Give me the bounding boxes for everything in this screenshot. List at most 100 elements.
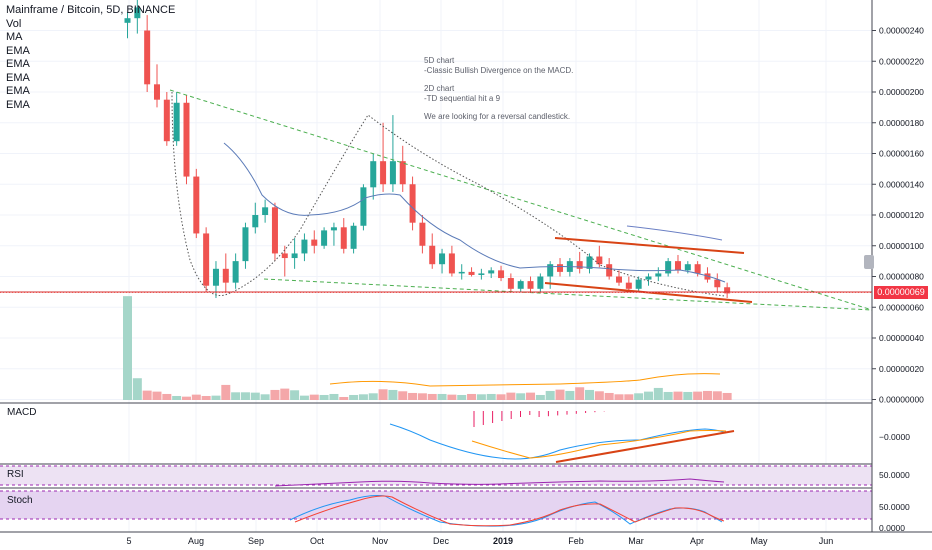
price-tick-label: 0.00000080	[879, 272, 924, 282]
candle-body	[144, 30, 151, 85]
candle-body	[478, 273, 485, 275]
volume-bar	[535, 394, 545, 400]
volume-bar	[545, 390, 555, 400]
drawings	[0, 89, 873, 311]
volume-bar	[594, 391, 604, 400]
annotation-line-1: 5D chart	[424, 56, 455, 65]
candle-body	[684, 264, 691, 271]
rsi-pane-label[interactable]: RSI	[7, 469, 24, 480]
volume-ma-line	[329, 373, 721, 387]
candle-body	[596, 256, 603, 265]
volume-bar	[152, 391, 162, 400]
legend-ema-2[interactable]: EMA	[6, 58, 30, 70]
ema-line	[626, 225, 723, 241]
candle-body	[232, 261, 239, 283]
candle-body	[507, 278, 514, 289]
trendline-upper	[169, 89, 873, 311]
candle-body	[547, 264, 554, 277]
time-tick-label: 2019	[493, 536, 513, 546]
candle-body	[674, 261, 681, 271]
candle-body	[576, 261, 583, 269]
legend-vol[interactable]: Vol	[6, 17, 22, 30]
macd-pane-label[interactable]: MACD	[7, 407, 37, 418]
price-tick-label: 0.00000100	[879, 241, 924, 251]
candle-body	[458, 271, 465, 274]
time-tick-label: Dec	[433, 536, 450, 546]
candle-body	[399, 161, 406, 185]
price-axis-bg	[872, 0, 932, 550]
volume-bar	[378, 389, 388, 400]
volume-bar	[575, 387, 585, 400]
legend-ema-1[interactable]: EMA	[6, 44, 30, 57]
volume-bar	[653, 387, 663, 400]
volume-bar	[280, 388, 290, 400]
candle-body	[665, 261, 672, 274]
legend-ema-4[interactable]: EMA	[6, 85, 30, 97]
volume-bar	[231, 392, 241, 400]
wedge-top	[554, 237, 745, 254]
candle-body	[350, 225, 357, 249]
candle-body	[340, 227, 347, 249]
macd-tick-label: −0.0000	[879, 432, 910, 442]
price-tick-label: 0.00000220	[879, 56, 924, 66]
candle-body	[370, 161, 377, 188]
candle-body	[625, 282, 632, 289]
volume-bar	[702, 390, 712, 400]
legend-ema-3[interactable]: EMA	[6, 71, 30, 84]
volume-bar	[260, 394, 270, 400]
volume-bar	[437, 393, 447, 400]
volume-bar	[408, 392, 418, 400]
candle-body	[291, 253, 298, 259]
volume-bar	[221, 384, 231, 400]
candle-body	[380, 161, 387, 185]
candle-body	[448, 253, 455, 274]
volume-bars	[123, 296, 732, 400]
volume-bar	[663, 391, 673, 400]
text-annotation[interactable]: 5D chart -Classic Bullish Divergence on …	[424, 56, 624, 122]
dotted-arc	[171, 91, 726, 297]
candle-body	[714, 279, 721, 288]
candle-body	[163, 99, 170, 142]
time-tick-label: Oct	[310, 536, 325, 546]
candle-body	[262, 207, 269, 215]
candle-body	[409, 184, 416, 223]
macd-line	[389, 423, 727, 460]
volume-bar	[358, 394, 368, 400]
volume-bar	[486, 393, 496, 400]
volume-bar	[722, 392, 732, 400]
stoch-pane-label[interactable]: Stoch	[7, 495, 33, 506]
volume-bar	[555, 389, 565, 400]
scale-handle[interactable]	[864, 255, 874, 269]
trendline-lower	[263, 278, 873, 311]
candle-body	[557, 264, 564, 272]
time-tick-label: Feb	[568, 536, 584, 546]
volume-bar	[565, 390, 575, 400]
time-tick-label: Sep	[248, 536, 264, 546]
last-price-label: 0.00000069	[874, 286, 928, 299]
time-tick-label: Mar	[628, 536, 644, 546]
candle-body	[468, 271, 475, 275]
volume-bar	[270, 389, 280, 400]
volume-bar	[211, 395, 221, 400]
candle-body	[655, 273, 662, 277]
time-tick-label: Apr	[690, 536, 704, 546]
candle-body	[498, 270, 505, 279]
stoch-d-line	[294, 495, 725, 527]
stoch-tick-label: 50.0000	[879, 502, 910, 512]
candle-body	[517, 281, 524, 289]
volume-bar	[191, 394, 201, 400]
volume-bar	[201, 395, 211, 400]
volume-bar	[123, 296, 132, 400]
legend-ema-5[interactable]: EMA	[6, 98, 30, 111]
volume-bar	[624, 394, 634, 400]
volume-bar	[132, 378, 142, 400]
volume-bar	[683, 391, 693, 400]
legend-ma[interactable]: MA	[6, 31, 23, 43]
time-tick-label: 5	[126, 536, 131, 546]
price-tick-label: 0.00000000	[879, 395, 924, 405]
candle-body	[724, 287, 731, 294]
time-tick-label: Nov	[372, 536, 389, 546]
volume-bar	[634, 393, 644, 400]
candle-body	[134, 7, 141, 19]
